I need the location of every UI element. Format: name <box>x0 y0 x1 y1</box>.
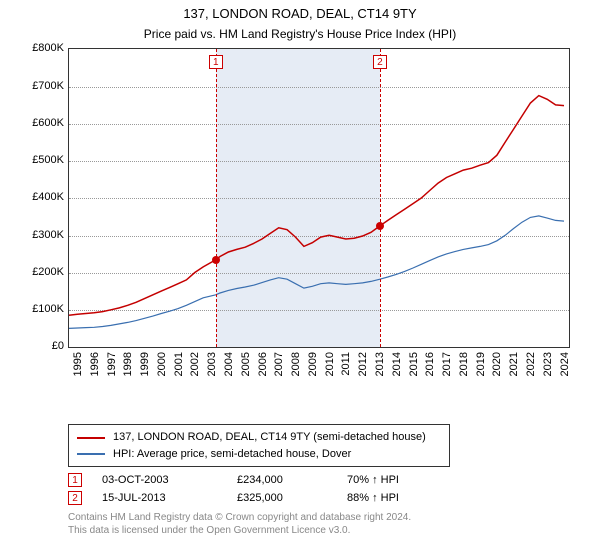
xtick-label: 1999 <box>139 352 151 376</box>
xtick-label: 2002 <box>189 352 201 376</box>
legend: 137, LONDON ROAD, DEAL, CT14 9TY (semi-d… <box>68 424 450 467</box>
xtick-label: 2007 <box>273 352 285 376</box>
footer-line-1: Contains HM Land Registry data © Crown c… <box>68 511 580 524</box>
legend-swatch-property <box>77 437 105 439</box>
ytick-label: £100K <box>20 303 64 315</box>
series-hpi <box>69 216 564 329</box>
xtick-label: 2008 <box>290 352 302 376</box>
xtick-label: 2017 <box>441 352 453 376</box>
sale-dot <box>212 256 220 264</box>
xtick-label: 2021 <box>508 352 520 376</box>
sale-price-2: £325,000 <box>237 492 327 504</box>
series-property <box>69 96 564 316</box>
footer-line-2: This data is licensed under the Open Gov… <box>68 524 580 537</box>
legend-label-hpi: HPI: Average price, semi-detached house,… <box>113 446 351 463</box>
xtick-label: 2003 <box>206 352 218 376</box>
sale-dot <box>376 222 384 230</box>
sale-pct-2: 88% ↑ HPI <box>347 492 467 504</box>
xtick-label: 2009 <box>307 352 319 376</box>
xtick-label: 2011 <box>340 352 352 376</box>
ytick-label: £600K <box>20 117 64 129</box>
xtick-label: 2005 <box>240 352 252 376</box>
chart-subtitle: Price paid vs. HM Land Registry's House … <box>20 27 580 43</box>
xtick-label: 2022 <box>525 352 537 376</box>
xtick-label: 2013 <box>374 352 386 376</box>
sale-marker-1: 1 <box>68 473 82 487</box>
chart-title: 137, LONDON ROAD, DEAL, CT14 9TY <box>20 6 580 23</box>
sale-price-1: £234,000 <box>237 474 327 486</box>
xtick-label: 2016 <box>424 352 436 376</box>
sale-row-1: 1 03-OCT-2003 £234,000 70% ↑ HPI <box>68 473 580 487</box>
plot-region: 12 <box>68 48 570 348</box>
ytick-label: £800K <box>20 42 64 54</box>
line-paths <box>69 49 569 347</box>
xtick-label: 2014 <box>391 352 403 376</box>
ytick-label: £500K <box>20 154 64 166</box>
xtick-label: 2018 <box>458 352 470 376</box>
xtick-label: 1997 <box>106 352 118 376</box>
sale-pct-1: 70% ↑ HPI <box>347 474 467 486</box>
xtick-label: 2023 <box>542 352 554 376</box>
xtick-label: 1996 <box>89 352 101 376</box>
xtick-label: 2010 <box>324 352 336 376</box>
xtick-label: 2024 <box>559 352 571 376</box>
sale-marker-2: 2 <box>68 491 82 505</box>
sale-row-2: 2 15-JUL-2013 £325,000 88% ↑ HPI <box>68 491 580 505</box>
legend-swatch-hpi <box>77 453 105 455</box>
legend-label-property: 137, LONDON ROAD, DEAL, CT14 9TY (semi-d… <box>113 429 426 446</box>
sale-date-1: 03-OCT-2003 <box>102 474 217 486</box>
ytick-label: £700K <box>20 80 64 92</box>
xtick-label: 2015 <box>408 352 420 376</box>
ytick-label: £0 <box>20 340 64 352</box>
xtick-label: 2012 <box>357 352 369 376</box>
ytick-label: £200K <box>20 266 64 278</box>
chart-area: £0£100K£200K£300K£400K£500K£600K£700K£80… <box>20 48 580 378</box>
sale-date-2: 15-JUL-2013 <box>102 492 217 504</box>
ytick-label: £400K <box>20 191 64 203</box>
xtick-label: 2004 <box>223 352 235 376</box>
xtick-label: 2006 <box>257 352 269 376</box>
sale-marker-on-chart: 1 <box>209 55 223 69</box>
xtick-label: 2020 <box>491 352 503 376</box>
footer: Contains HM Land Registry data © Crown c… <box>68 511 580 537</box>
xtick-label: 2001 <box>173 352 185 376</box>
xtick-label: 1995 <box>72 352 84 376</box>
sales-table: 1 03-OCT-2003 £234,000 70% ↑ HPI 2 15-JU… <box>68 473 580 505</box>
xtick-label: 2000 <box>156 352 168 376</box>
xtick-label: 2019 <box>475 352 487 376</box>
sale-marker-on-chart: 2 <box>373 55 387 69</box>
ytick-label: £300K <box>20 229 64 241</box>
xtick-label: 1998 <box>122 352 134 376</box>
